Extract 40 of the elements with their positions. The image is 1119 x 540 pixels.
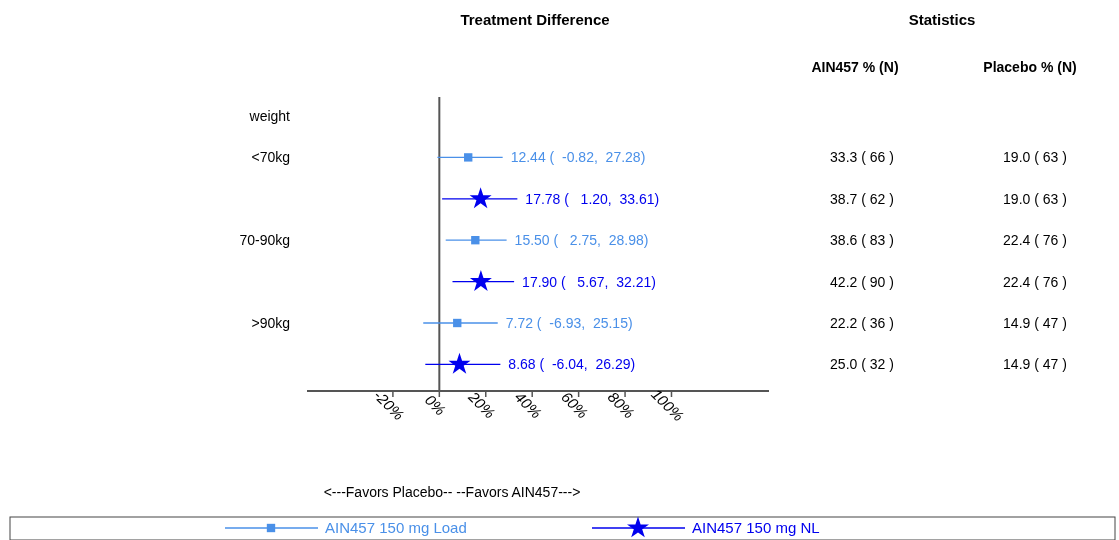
x-tick-label: 60%: [558, 388, 592, 422]
y-tick-label: >90kg: [251, 314, 290, 331]
text: 22.4 ( 76 ): [1003, 273, 1067, 290]
data-label: 15.50 ( 2.75, 28.98): [514, 232, 649, 249]
text: 22.4 ( 76 ): [1003, 232, 1067, 249]
text: AIN457 150 mg NL: [692, 519, 820, 537]
point: [448, 352, 471, 374]
point: [469, 187, 492, 209]
text: 25.0 ( 32 ): [830, 356, 894, 373]
data-label: 8.68 ( -6.04, 26.29): [508, 356, 636, 373]
text: 42.2 ( 90 ): [830, 273, 894, 290]
text: 38.7 ( 62 ): [830, 190, 894, 207]
text: 19.0 ( 63 ): [1003, 190, 1067, 207]
text: AIN457 % (N): [811, 59, 899, 75]
x-tick-label: 80%: [604, 388, 638, 422]
point: [469, 270, 492, 291]
x-tick-label: 40%: [511, 388, 545, 422]
x-tick-label: 20%: [464, 387, 499, 422]
text: 38.6 ( 83 ): [830, 232, 894, 249]
text: 19.0 ( 63 ): [1003, 149, 1067, 166]
data-label: 17.78 ( 1.20, 33.61): [525, 190, 660, 207]
text: AIN457 150 mg Load: [325, 519, 467, 537]
point: [464, 153, 473, 162]
text: 14.9 ( 47 ): [1003, 356, 1067, 373]
y-tick-label: <70kg: [251, 149, 290, 166]
data-label: 17.90 ( 5.67, 32.21): [522, 273, 656, 290]
data-label: 12.44 ( -0.82, 27.28): [510, 149, 646, 166]
data-label: 7.72 ( -6.93, 25.15): [505, 314, 633, 331]
point: [453, 318, 462, 328]
text: Statistics: [908, 11, 976, 28]
y-tick-label: weight: [248, 107, 291, 124]
text: 33.3 ( 66 ): [830, 149, 894, 166]
y-tick-label: 70-90kg: [239, 232, 290, 249]
text: Placebo % (N): [983, 59, 1077, 75]
text: 22.2 ( 36 ): [830, 314, 894, 331]
text: 14.9 ( 47 ): [1003, 314, 1067, 331]
chart-title: Treatment Difference: [460, 11, 610, 28]
point: [471, 236, 480, 245]
text: <---Favors Placebo-- --Favors AIN457--->: [323, 484, 581, 500]
x-tick-label: 0%: [421, 391, 450, 419]
